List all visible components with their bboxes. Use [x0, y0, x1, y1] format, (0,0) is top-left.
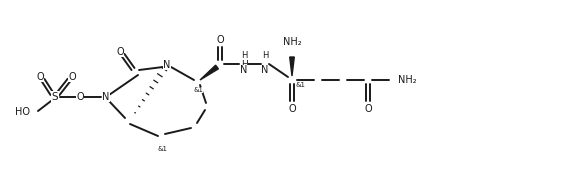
- Text: O: O: [68, 72, 76, 82]
- Polygon shape: [200, 65, 218, 80]
- Text: &1: &1: [296, 82, 306, 88]
- Text: O: O: [36, 72, 44, 82]
- Text: HO: HO: [15, 107, 30, 117]
- Text: N: N: [102, 92, 109, 102]
- Text: S: S: [52, 92, 58, 102]
- Text: O: O: [216, 35, 224, 45]
- Text: N: N: [261, 65, 268, 75]
- Text: H: H: [262, 51, 268, 60]
- Text: O: O: [76, 92, 84, 102]
- Text: NH₂: NH₂: [398, 75, 417, 85]
- Text: N: N: [241, 65, 248, 75]
- Text: &1: &1: [157, 146, 167, 152]
- Text: H: H: [241, 51, 247, 60]
- Text: O: O: [288, 104, 296, 114]
- Text: NH₂: NH₂: [283, 37, 302, 47]
- Text: N: N: [164, 60, 170, 70]
- Polygon shape: [290, 57, 294, 76]
- Text: &1: &1: [193, 87, 203, 93]
- Text: O: O: [116, 47, 124, 57]
- Text: O: O: [364, 104, 372, 114]
- Text: H: H: [241, 59, 247, 68]
